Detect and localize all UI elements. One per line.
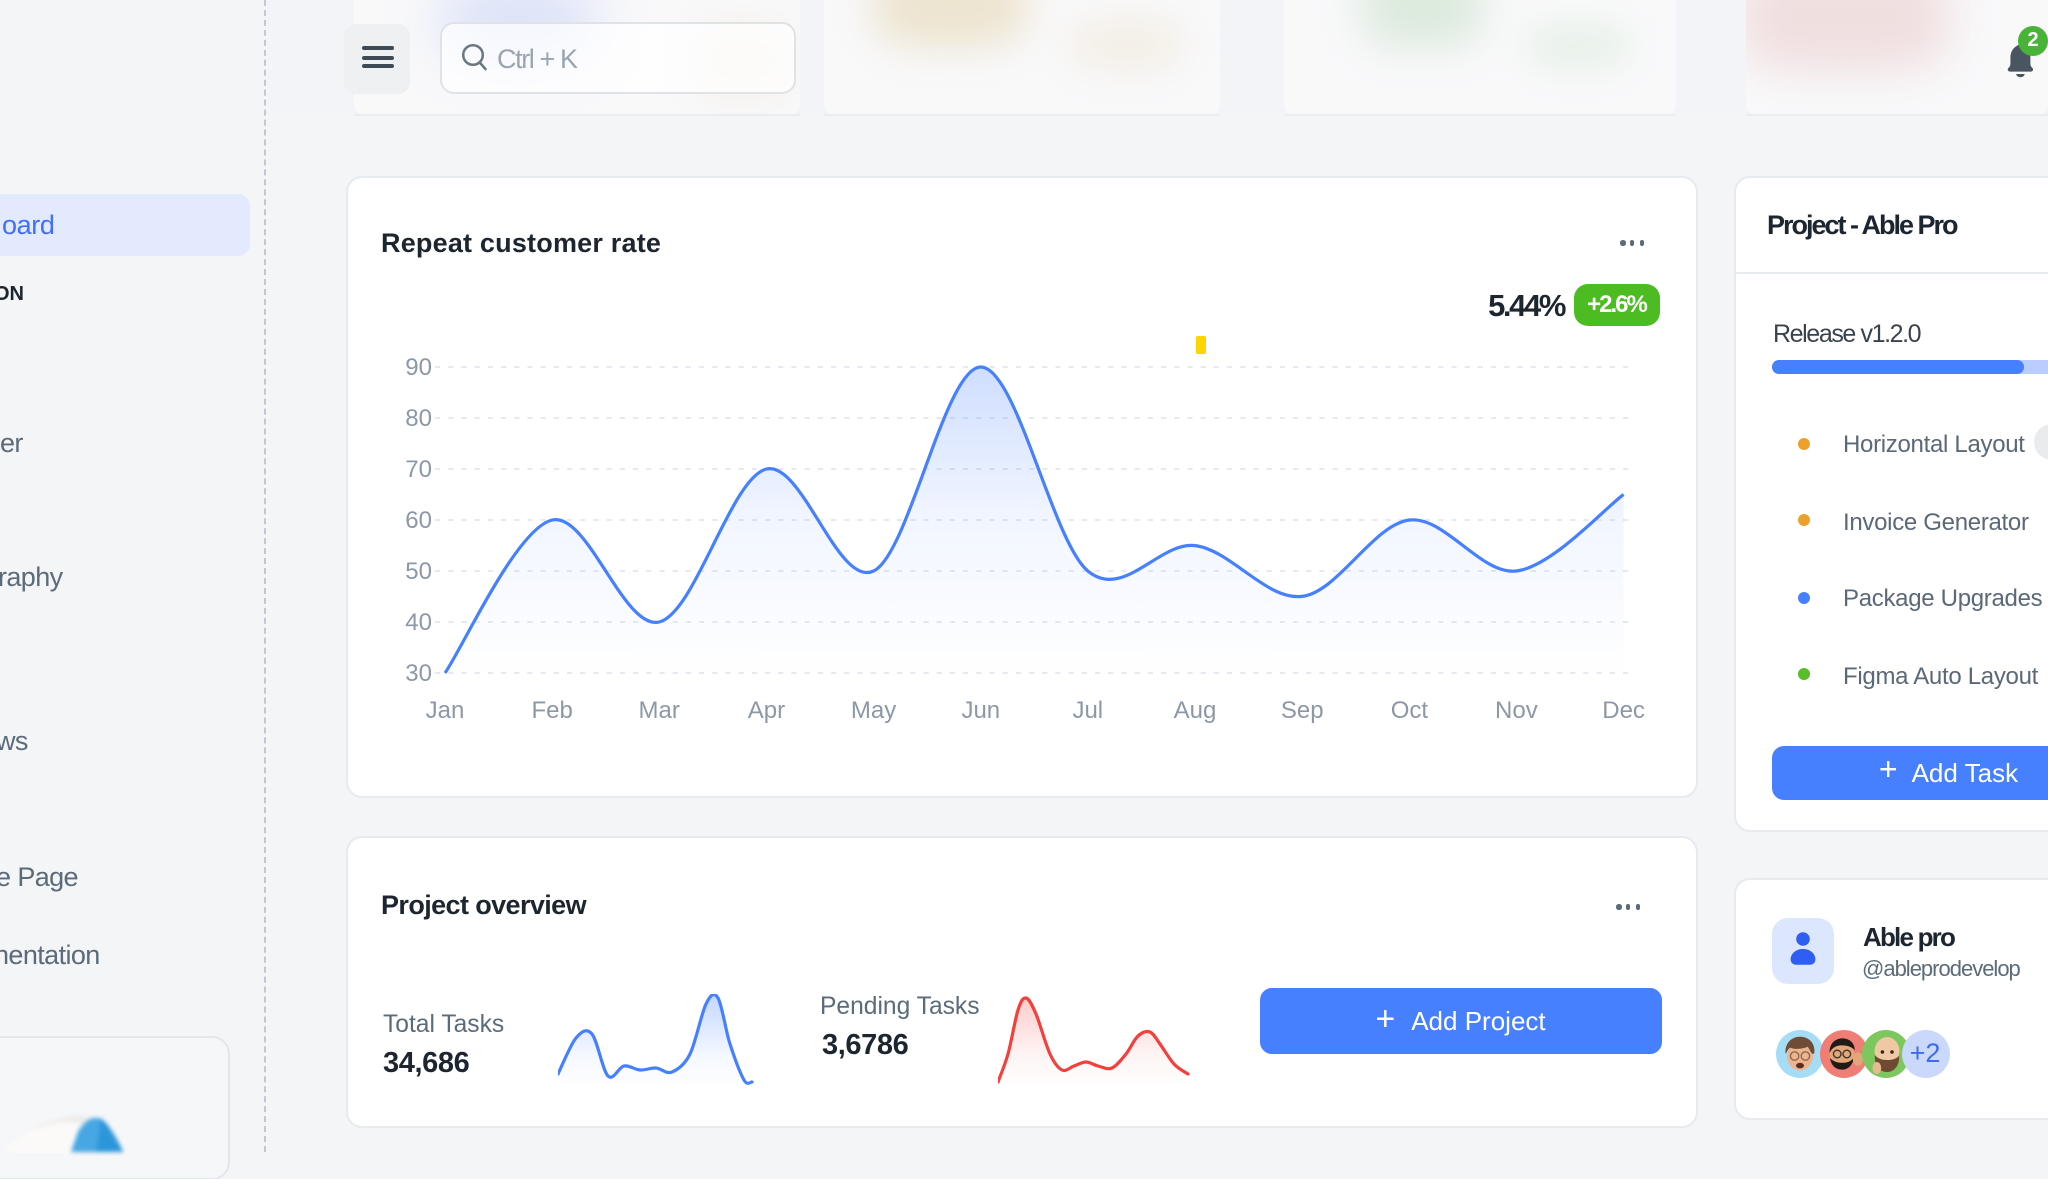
svg-text:30: 30 <box>404 660 431 687</box>
svg-text:Apr: Apr <box>747 697 784 724</box>
svg-text:40: 40 <box>404 609 431 636</box>
svg-text:Sep: Sep <box>1280 697 1323 724</box>
svg-text:May: May <box>850 697 895 724</box>
svg-text:Jun: Jun <box>960 697 999 724</box>
svg-text:60: 60 <box>404 507 431 534</box>
svg-text:Aug: Aug <box>1173 697 1216 724</box>
svg-text:50: 50 <box>404 558 431 585</box>
svg-text:90: 90 <box>404 354 431 381</box>
svg-text:80: 80 <box>404 405 431 432</box>
svg-text:Mar: Mar <box>638 697 679 724</box>
svg-text:Jan: Jan <box>425 697 464 724</box>
svg-text:Dec: Dec <box>1601 697 1644 724</box>
svg-text:Oct: Oct <box>1390 697 1428 724</box>
svg-text:70: 70 <box>404 456 431 483</box>
svg-text:Nov: Nov <box>1494 697 1537 724</box>
svg-text:Jul: Jul <box>1071 697 1102 724</box>
svg-text:Feb: Feb <box>531 697 572 724</box>
